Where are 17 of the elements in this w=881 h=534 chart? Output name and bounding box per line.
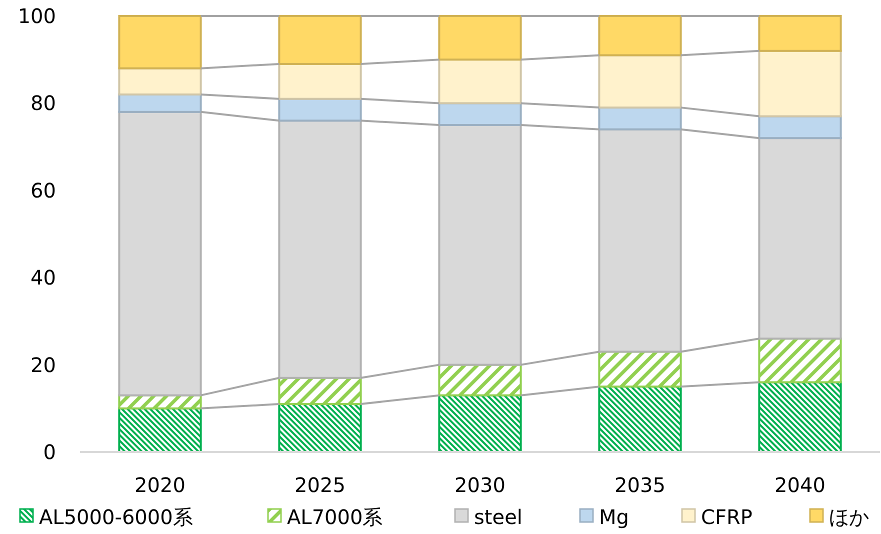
x-tick-label: 2025 xyxy=(294,473,346,497)
y-tick-label: 80 xyxy=(30,91,56,116)
x-tick-label: 2030 xyxy=(454,473,506,497)
x-tick-label: 2020 xyxy=(134,473,186,497)
y-tick-label: 100 xyxy=(18,4,56,28)
legend-label: Mg xyxy=(599,505,629,529)
y-tick-label: 40 xyxy=(30,266,56,290)
legend-label: steel xyxy=(474,505,522,529)
legend-label: AL7000系 xyxy=(287,505,383,529)
x-tick-label: 2040 xyxy=(774,473,826,497)
y-tick-label: 20 xyxy=(30,352,56,377)
legend-label: ほか xyxy=(829,505,869,529)
y-tick-label: 0 xyxy=(43,440,56,464)
y-tick-label: 60 xyxy=(30,178,56,202)
legend-label: CFRP xyxy=(701,505,752,529)
legend-label: AL5000-6000系 xyxy=(39,505,193,529)
x-tick-label: 2035 xyxy=(614,473,666,497)
